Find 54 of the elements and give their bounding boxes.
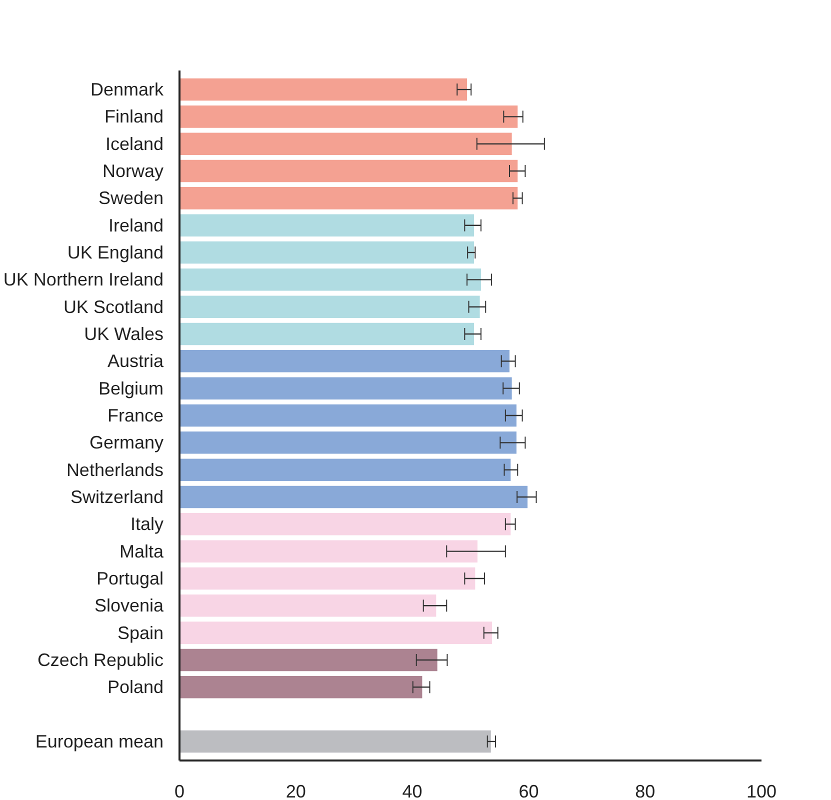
y-tick-label: Malta xyxy=(119,541,164,562)
bar xyxy=(180,730,491,753)
y-tick-label: Portugal xyxy=(96,568,164,588)
y-tick-label: Denmark xyxy=(90,80,164,100)
bar xyxy=(180,160,518,182)
bar xyxy=(180,377,512,400)
bar xyxy=(180,432,516,454)
bar xyxy=(180,78,468,101)
bar xyxy=(180,567,476,590)
y-tick-label: Finland xyxy=(104,106,164,127)
x-tick-label: 20 xyxy=(286,782,306,800)
bar xyxy=(180,296,480,318)
y-tick-label: Switzerland xyxy=(70,486,164,507)
bar xyxy=(180,187,518,210)
y-tick-label: UK England xyxy=(67,242,164,263)
bar xyxy=(180,676,422,698)
y-tick-label: Spain xyxy=(117,622,164,643)
y-tick-label: France xyxy=(107,406,164,426)
x-tick-label: 0 xyxy=(174,782,185,800)
y-tick-label: Netherlands xyxy=(66,460,164,480)
y-tick-label: Austria xyxy=(107,351,164,372)
bar xyxy=(180,132,512,155)
x-tick-label: 40 xyxy=(402,782,422,800)
bar xyxy=(180,241,474,264)
bar xyxy=(180,214,474,236)
y-tick-label: UK Scotland xyxy=(63,296,164,317)
bar xyxy=(180,268,481,291)
bar xyxy=(180,594,436,617)
bar xyxy=(180,622,492,644)
bar xyxy=(180,322,474,346)
y-tick-label: Ireland xyxy=(108,215,164,236)
y-tick-label: Iceland xyxy=(105,134,164,154)
bar xyxy=(180,350,510,372)
x-tick-label: 80 xyxy=(635,782,656,800)
bar xyxy=(180,458,511,481)
bar xyxy=(180,486,528,508)
y-tick-label: Germany xyxy=(89,432,164,453)
y-tick-label: Belgium xyxy=(98,378,164,398)
x-tick-label: 60 xyxy=(518,782,539,800)
bar xyxy=(180,106,518,128)
y-tick-label: Italy xyxy=(130,514,164,534)
y-tick-label: European mean xyxy=(35,731,164,752)
y-tick-label: UK Northern Ireland xyxy=(3,270,164,290)
bar xyxy=(180,404,516,427)
y-tick-label: UK Wales xyxy=(84,324,164,344)
bar xyxy=(180,540,478,562)
bar xyxy=(180,648,438,672)
y-tick-label: Norway xyxy=(102,161,164,182)
x-tick-label: 100 xyxy=(746,782,777,800)
y-tick-label: Slovenia xyxy=(94,596,164,616)
y-tick-label: Sweden xyxy=(98,188,164,208)
bar xyxy=(180,513,511,536)
y-tick-label: Poland xyxy=(107,677,164,698)
y-tick-label: Czech Republic xyxy=(37,650,164,670)
